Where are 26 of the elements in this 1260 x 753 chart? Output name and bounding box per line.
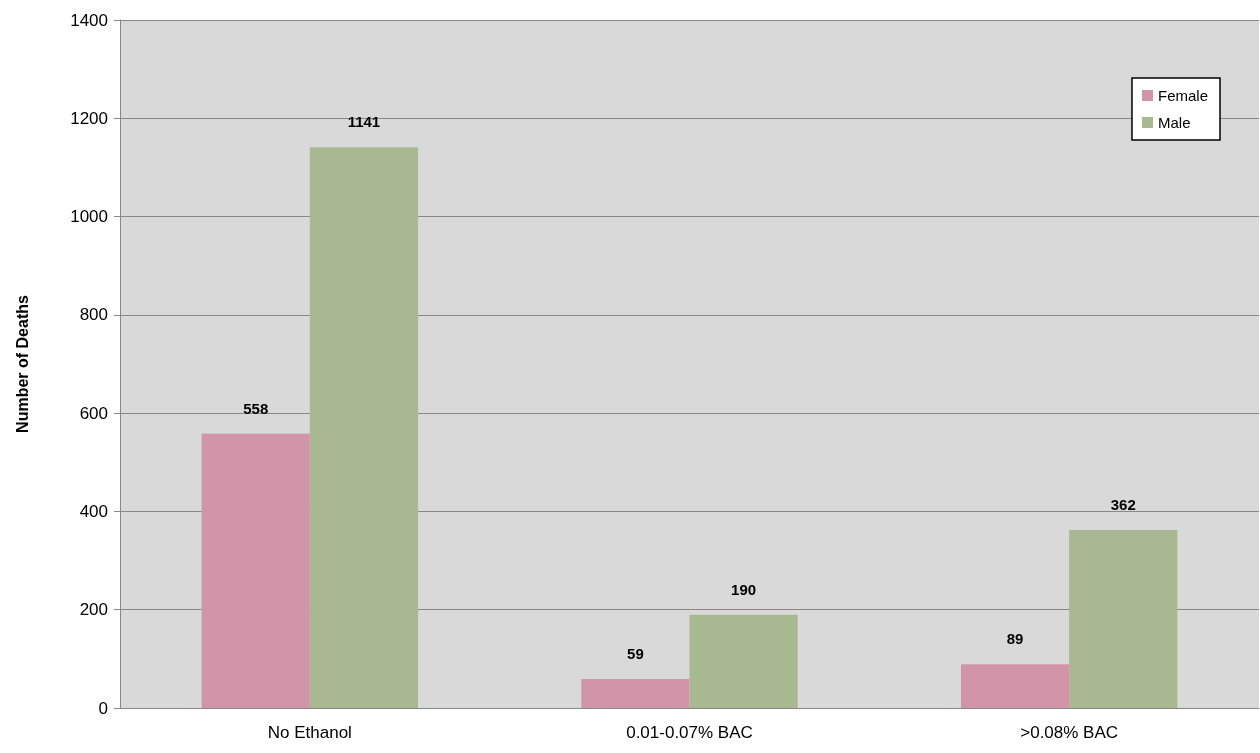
data-label: 1141 xyxy=(347,113,381,131)
y-tick-label: 1400 xyxy=(70,10,108,30)
data-label: 59 xyxy=(627,645,644,663)
data-label: 89 xyxy=(1006,630,1024,648)
x-tick-label: No Ethanol xyxy=(267,723,352,742)
data-label: 190 xyxy=(731,580,757,598)
y-tick-label: 1000 xyxy=(70,207,108,227)
y-axis-title: Number of Deaths xyxy=(13,295,31,433)
data-label: 558 xyxy=(243,399,269,417)
data-label: 362 xyxy=(1110,496,1136,514)
bar xyxy=(960,664,1070,708)
legend-label: Male xyxy=(1157,114,1191,131)
y-tick-label: 200 xyxy=(79,600,108,620)
y-tick-label: 800 xyxy=(79,305,108,325)
bar xyxy=(201,433,310,708)
bar xyxy=(689,614,798,708)
x-tick-label: 0.01-0.07% BAC xyxy=(626,723,753,742)
y-tick-label: 600 xyxy=(79,403,108,423)
legend-label: Female xyxy=(1157,87,1209,104)
x-tick-label: >0.08% BAC xyxy=(1020,723,1119,742)
bar xyxy=(1069,530,1178,708)
bar xyxy=(581,679,690,708)
y-tick-label: 1200 xyxy=(70,108,108,128)
bar xyxy=(309,147,419,708)
y-tick-label: 400 xyxy=(79,501,108,521)
y-tick-label: 0 xyxy=(98,698,108,718)
